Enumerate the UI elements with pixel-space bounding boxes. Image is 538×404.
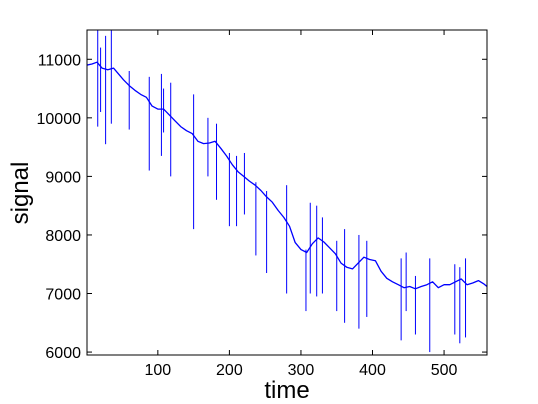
x-tick-label-100: 100 bbox=[144, 362, 171, 379]
y-tick-label-9000: 9000 bbox=[45, 169, 81, 186]
x-tick-label-400: 400 bbox=[359, 362, 386, 379]
plot-frame bbox=[86, 29, 488, 356]
x-axis-title: time bbox=[264, 377, 309, 404]
y-axis-ticks: 6000 7000 8000 9000 10000 11000 bbox=[37, 52, 487, 362]
plot-content bbox=[87, 30, 487, 353]
y-tick-label-10000: 10000 bbox=[37, 111, 82, 128]
x-tick-label-500: 500 bbox=[431, 362, 458, 379]
x-tick-label-200: 200 bbox=[216, 362, 243, 379]
y-tick-label-11000: 11000 bbox=[38, 52, 81, 69]
y-tick-label-8000: 8000 bbox=[45, 228, 81, 245]
x-tick-label-300: 300 bbox=[288, 362, 315, 379]
x-axis-ticks: 100 200 300 400 500 bbox=[144, 30, 458, 379]
y-tick-label-7000: 7000 bbox=[45, 287, 81, 304]
signal-series-line bbox=[87, 61, 487, 290]
y-axis-title: signal bbox=[7, 162, 34, 225]
y-tick-label-6000: 6000 bbox=[45, 345, 81, 362]
